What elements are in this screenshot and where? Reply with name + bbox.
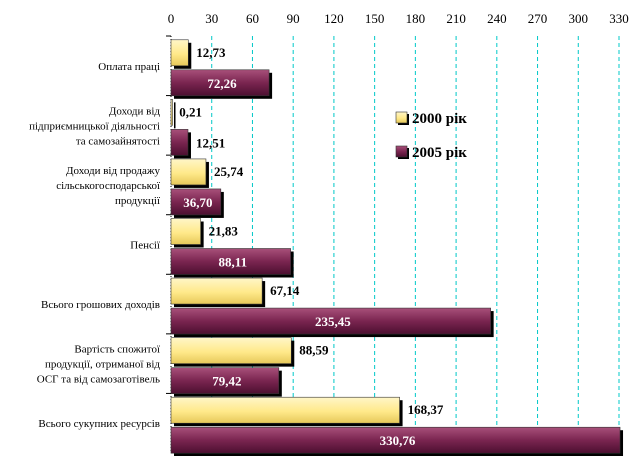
x-tick-label: 300 bbox=[569, 11, 589, 26]
legend-swatch bbox=[395, 111, 408, 124]
bar-2005 bbox=[170, 69, 270, 97]
category-label: продукції, отриманої від bbox=[45, 359, 160, 371]
bar-2005 bbox=[170, 129, 189, 156]
x-tick-label: 180 bbox=[406, 11, 426, 26]
x-tick-label: 60 bbox=[246, 11, 259, 26]
x-tick-label: 90 bbox=[287, 11, 300, 26]
data-label: 330,76 bbox=[380, 433, 416, 448]
bar-2000 bbox=[170, 158, 207, 186]
x-tick-label: 210 bbox=[446, 11, 466, 26]
category-label: Доходи від продажу bbox=[66, 165, 160, 177]
x-tick-label: 30 bbox=[205, 11, 218, 26]
bar-2005 bbox=[170, 307, 491, 335]
bar-shadow bbox=[174, 102, 176, 129]
bar-2005 bbox=[170, 188, 222, 216]
category-label: Оплата праці bbox=[98, 61, 160, 73]
data-label: 12,73 bbox=[196, 45, 226, 60]
data-label: 88,11 bbox=[219, 255, 248, 270]
x-tick-label: 150 bbox=[365, 11, 385, 26]
category-label: Вартість спожитої bbox=[74, 344, 161, 356]
data-label: 235,45 bbox=[315, 314, 351, 329]
data-label: 36,70 bbox=[183, 195, 212, 210]
data-label: 0,21 bbox=[179, 104, 202, 119]
category-label: та самозайнятості bbox=[76, 135, 160, 147]
category-label: сільськогосподарської bbox=[56, 180, 161, 192]
x-tick-label: 330 bbox=[609, 11, 629, 26]
x-tick-label: 270 bbox=[528, 11, 548, 26]
bar-2000 bbox=[170, 396, 400, 424]
data-label: 12,51 bbox=[196, 135, 225, 150]
data-label: 72,26 bbox=[207, 76, 237, 91]
bar-2005 bbox=[170, 426, 621, 454]
data-label: 168,37 bbox=[408, 402, 444, 417]
data-label: 88,59 bbox=[299, 343, 329, 358]
category-label: ОСГ та від самозаготівель bbox=[37, 374, 160, 386]
bar-2005 bbox=[170, 248, 291, 275]
bar-2000 bbox=[170, 99, 173, 126]
data-label: 79,42 bbox=[212, 374, 241, 389]
data-label: 21,83 bbox=[209, 224, 239, 239]
legend-label: 2005 рік bbox=[412, 145, 467, 161]
category-label: Пенсії bbox=[130, 240, 161, 252]
x-tick-label: 240 bbox=[487, 11, 507, 26]
category-label: Всього сукупних ресурсів bbox=[38, 418, 160, 430]
x-tick-label: 0 bbox=[168, 11, 175, 26]
bar-2000 bbox=[170, 39, 189, 67]
bar-2000 bbox=[170, 277, 263, 305]
category-label: продукції bbox=[115, 195, 161, 207]
legend-label: 2000 рік bbox=[412, 111, 467, 127]
x-tick-label: 120 bbox=[324, 11, 344, 26]
data-label: 67,14 bbox=[270, 283, 300, 298]
bar-2005 bbox=[170, 367, 280, 394]
category-label: підприємницької діяльності bbox=[29, 120, 160, 132]
legend-swatch bbox=[395, 145, 408, 158]
bar-2000 bbox=[170, 337, 292, 364]
category-label: Всього грошових доходів bbox=[41, 299, 160, 311]
bar-2000 bbox=[170, 218, 201, 245]
data-label: 25,74 bbox=[214, 164, 244, 179]
category-label: Доходи від bbox=[109, 105, 160, 117]
